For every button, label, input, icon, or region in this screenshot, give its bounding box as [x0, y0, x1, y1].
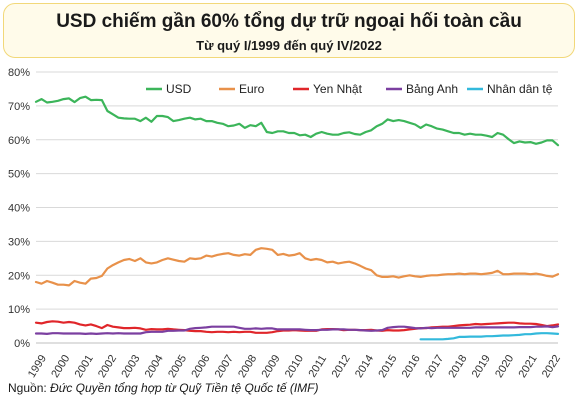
source-text: Đức Quyền tổng hợp từ Quỹ Tiền tệ Quốc t…	[50, 381, 319, 395]
series-line-4	[419, 332, 560, 341]
x-tick-label: 2011	[306, 353, 329, 379]
y-tick-label: 50%	[8, 169, 30, 181]
x-tick-label: 2012	[330, 353, 353, 380]
source-note: Nguồn: Đức Quyền tổng hợp từ Quỹ Tiền tệ…	[8, 381, 319, 395]
x-tick-label: 2005	[166, 353, 189, 380]
x-tick-label: 2016	[400, 353, 423, 380]
x-tick-label: 2009	[260, 353, 283, 380]
chart-subtitle: Từ quý I/1999 đến quý IV/2022	[196, 38, 382, 53]
legend-label: Yen Nhật	[313, 82, 363, 96]
x-tick-label: 2014	[353, 353, 376, 380]
legend-label: Nhân dân tệ	[487, 82, 553, 96]
chart-title: USD chiếm gần 60% tổng dự trữ ngoại hối …	[56, 11, 522, 32]
x-tick-label: 2020	[493, 353, 516, 380]
y-tick-label: 30%	[8, 236, 30, 248]
y-tick-label: 20%	[8, 270, 30, 282]
x-tick-label: 2019	[470, 353, 493, 380]
source-label: Nguồn:	[8, 381, 47, 395]
x-tick-label: 2015	[376, 353, 399, 380]
series-layer	[34, 95, 560, 341]
title-box: USD chiếm gần 60% tổng dự trữ ngoại hối …	[3, 3, 575, 58]
x-tick-label: 2017	[423, 353, 446, 380]
x-tick-label: 2006	[189, 353, 212, 380]
legend-label: USD	[166, 82, 192, 96]
grid-layer	[36, 71, 558, 344]
y-tick-label: 80%	[8, 67, 30, 79]
series-line-0	[34, 95, 560, 147]
x-tick-label: 1999	[26, 353, 49, 380]
x-tick-label: 2001	[73, 353, 96, 380]
x-tick-label: 2010	[283, 353, 306, 380]
series-line-3	[34, 325, 560, 335]
x-tick-label: 2002	[96, 353, 119, 380]
x-tick-label: 2008	[236, 353, 259, 380]
y-tick-label: 10%	[8, 304, 30, 316]
y-tick-label: 40%	[8, 203, 30, 215]
x-tick-label: 2004	[143, 353, 166, 380]
legend-label: Euro	[239, 82, 265, 96]
x-tick-label: 2021	[517, 353, 540, 380]
y-tick-label: 60%	[8, 135, 30, 147]
x-tick-label: 2000	[49, 353, 72, 380]
x-tick-label: 2022	[540, 353, 563, 380]
legend: USD Euro Yen Nhật Bảng Anh Nhân dân tệ	[146, 82, 553, 96]
x-tick-label: 2003	[119, 353, 142, 380]
series-line-1	[34, 247, 560, 287]
legend-label: Bảng Anh	[406, 82, 458, 96]
y-tick-label: 0%	[14, 338, 30, 350]
y-tick-label: 70%	[8, 101, 30, 113]
x-tick-label: 2007	[213, 353, 236, 380]
x-tick-label: 2018	[446, 353, 469, 380]
